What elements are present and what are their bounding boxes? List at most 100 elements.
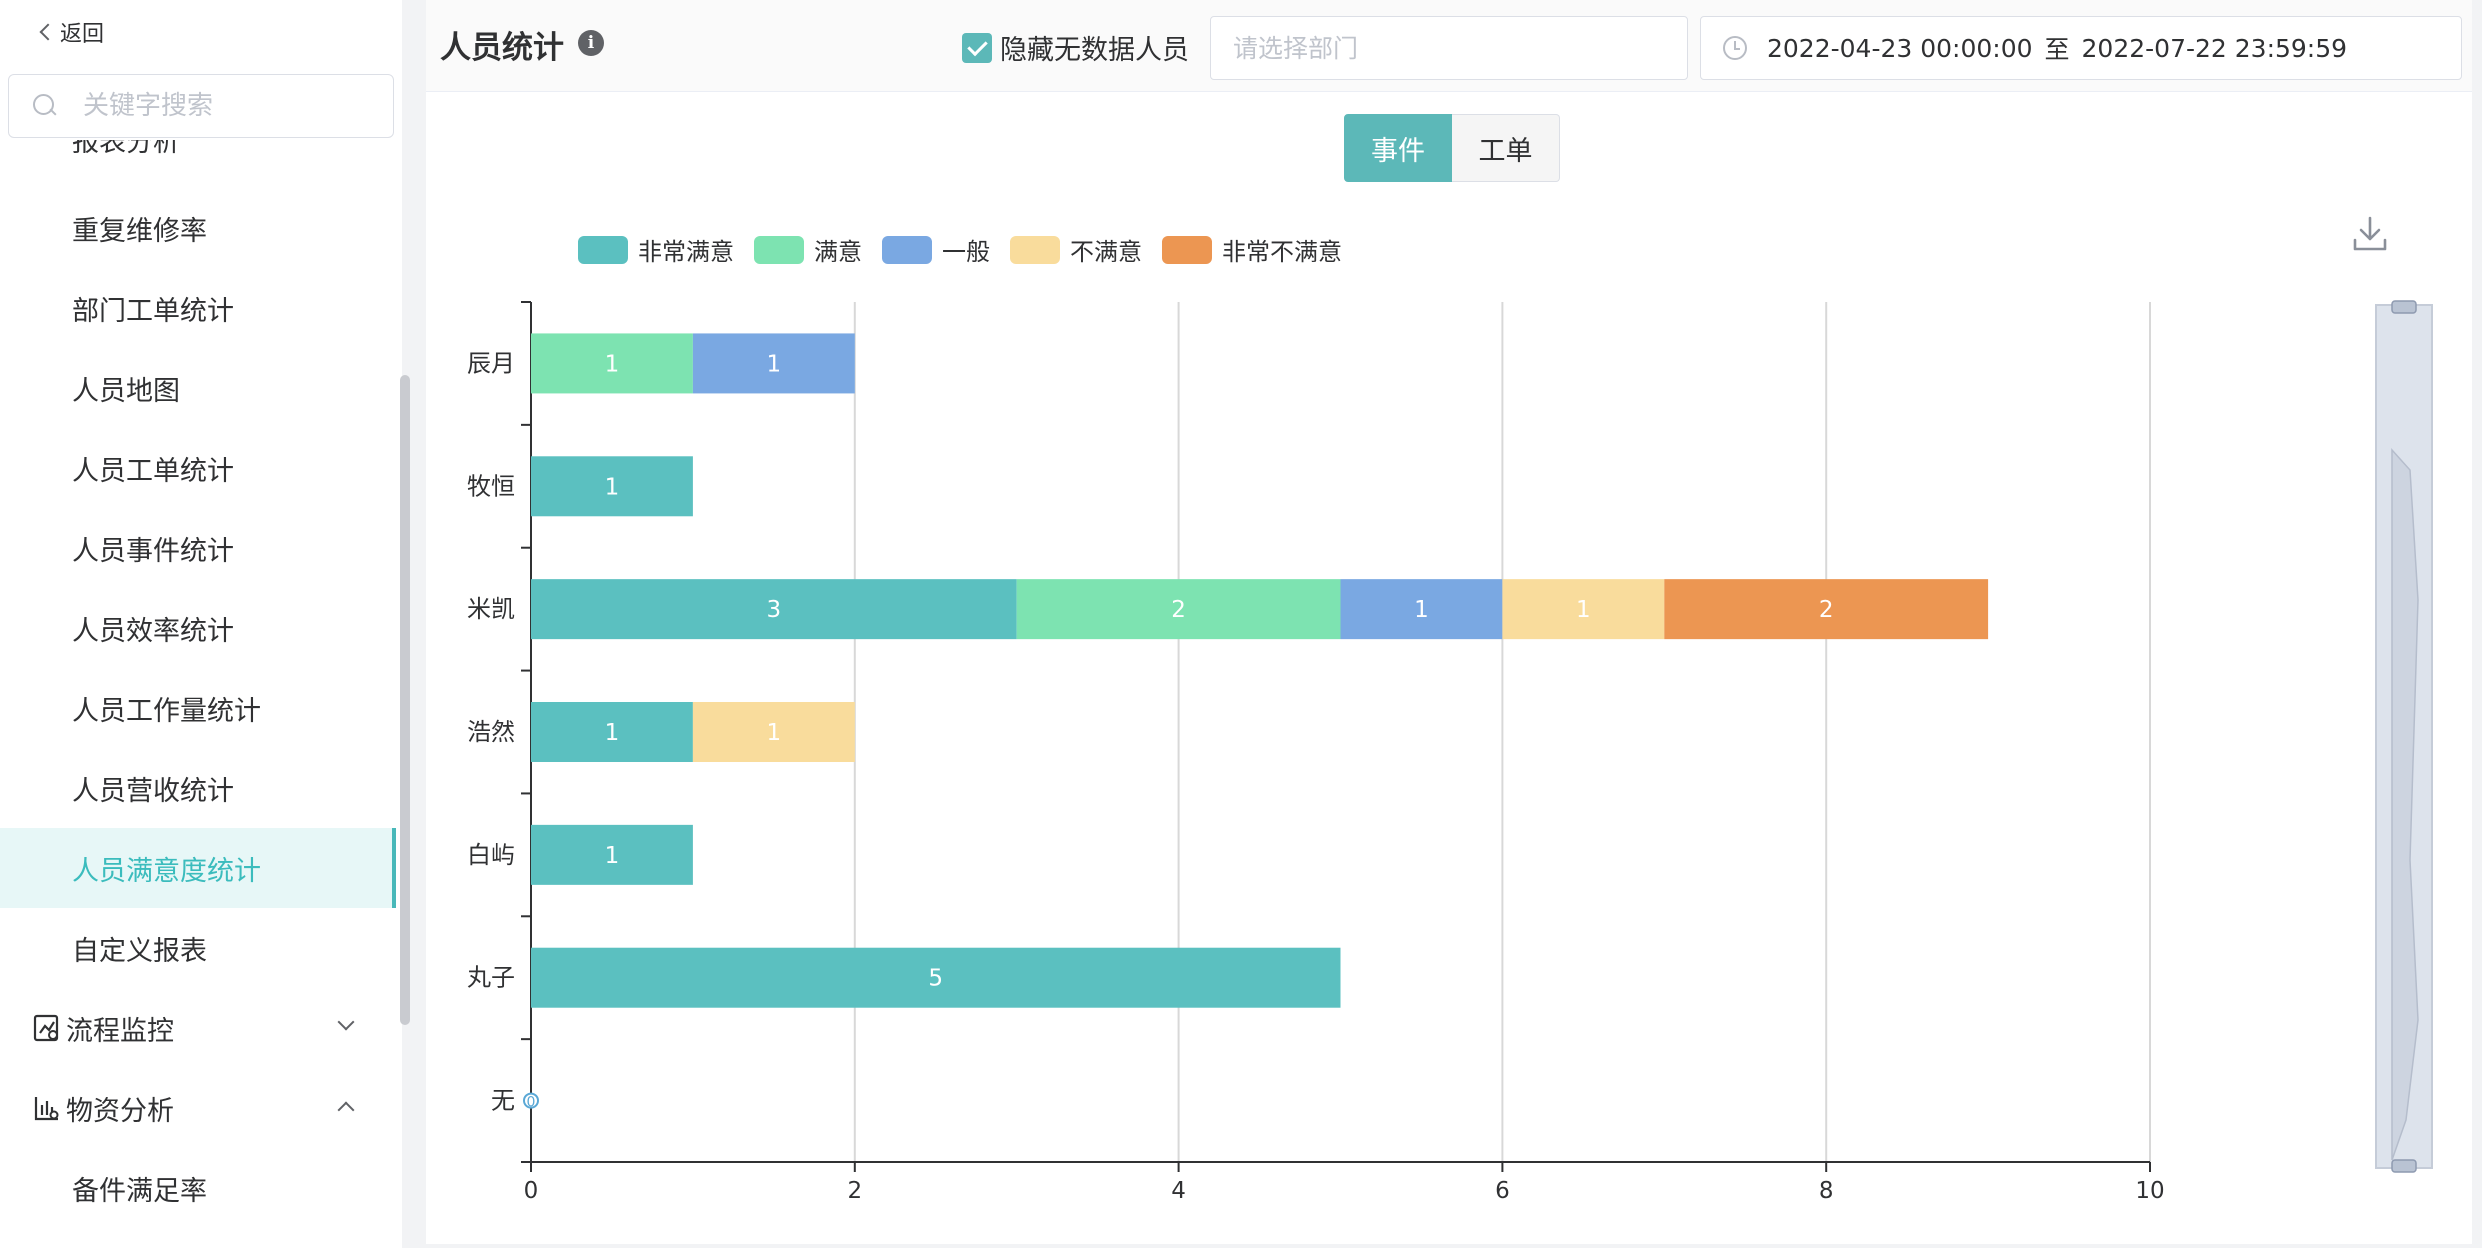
date-end[interactable]: 2022-07-22 23:59:59 bbox=[2081, 33, 2348, 63]
tab-group: 事件 工单 bbox=[1344, 114, 1560, 182]
bar-value-label: 5 bbox=[928, 966, 943, 992]
back-label: 返回 bbox=[60, 22, 105, 47]
legend-swatch bbox=[578, 235, 628, 264]
sidebar-item-label: 人员工单统计 bbox=[72, 455, 234, 487]
legend-swatch bbox=[1162, 235, 1212, 264]
page-title: 人员统计 bbox=[440, 30, 564, 66]
legend-item[interactable]: 非常满意 bbox=[578, 232, 734, 267]
bar-value-label: 2 bbox=[1171, 597, 1186, 623]
bar-value-label: 2 bbox=[1819, 597, 1834, 623]
sidebar-item-label: 人员工作量统计 bbox=[72, 695, 261, 727]
x-tick-label: 2 bbox=[847, 1178, 862, 1204]
department-select[interactable] bbox=[1210, 16, 1688, 80]
tab-workorders[interactable]: 工单 bbox=[1452, 114, 1560, 182]
legend-label: 满意 bbox=[814, 238, 862, 266]
bar-segment[interactable] bbox=[1340, 579, 1503, 640]
process-monitor-icon bbox=[33, 1014, 59, 1042]
department-input[interactable] bbox=[1233, 33, 1653, 63]
sidebar-item-staff-event-stats[interactable]: 人员事件统计 bbox=[0, 508, 396, 588]
legend-item[interactable]: 非常不满意 bbox=[1162, 232, 1342, 267]
tab-events[interactable]: 事件 bbox=[1344, 114, 1452, 182]
bar-segment[interactable] bbox=[1502, 579, 1665, 640]
x-tick-label: 10 bbox=[2135, 1178, 2164, 1204]
bar-value-label: 1 bbox=[767, 351, 782, 377]
zero-value-marker[interactable] bbox=[523, 1092, 539, 1109]
sidebar-item-staff-workorder-stats[interactable]: 人员工单统计 bbox=[0, 428, 396, 508]
bar-segment[interactable] bbox=[692, 702, 855, 762]
sidebar-item-label: 重复维修率 bbox=[72, 215, 207, 247]
x-tick-label: 8 bbox=[1819, 1178, 1834, 1204]
sidebar-group-process-monitor[interactable]: 流程监控 bbox=[0, 988, 396, 1068]
sidebar-item-label: 人员效率统计 bbox=[72, 615, 234, 647]
info-icon[interactable]: i bbox=[578, 30, 604, 56]
back-button[interactable]: 返回 bbox=[38, 16, 104, 48]
bar-segment[interactable] bbox=[531, 456, 693, 517]
sidebar-item-custom-report[interactable]: 自定义报表 bbox=[0, 908, 396, 988]
sidebar-item-staff-workload-stats[interactable]: 人员工作量统计 bbox=[0, 668, 396, 748]
material-analysis-icon bbox=[34, 1097, 59, 1121]
bar-value-label: 1 bbox=[1576, 597, 1591, 623]
chevron-up-icon[interactable] bbox=[337, 1101, 355, 1119]
bar-segment[interactable] bbox=[531, 702, 693, 762]
chevron-down-icon[interactable] bbox=[337, 1013, 355, 1031]
bar-segment[interactable] bbox=[1016, 579, 1341, 640]
sidebar-item-repeat-repair-rate[interactable]: 重复维修率 bbox=[0, 188, 396, 268]
x-tick-label: 0 bbox=[524, 1178, 539, 1204]
legend-swatch bbox=[882, 235, 932, 264]
sidebar-item-staff-map[interactable]: 人员地图 bbox=[0, 348, 396, 428]
bar-value-label: 1 bbox=[1414, 597, 1429, 623]
clock-icon bbox=[1723, 36, 1747, 60]
search-box[interactable] bbox=[8, 74, 394, 138]
sidebar-group-label: 流程监控 bbox=[66, 1015, 174, 1047]
legend-item[interactable]: 满意 bbox=[754, 232, 862, 267]
x-tick-label: 6 bbox=[1495, 1178, 1510, 1204]
sidebar-item-label: 人员满意度统计 bbox=[72, 855, 261, 887]
sidebar-item-label: 人员地图 bbox=[72, 375, 180, 407]
sidebar-item-label: 部门工单统计 bbox=[72, 295, 234, 327]
category-label: 丸子 bbox=[467, 964, 515, 992]
sidebar-item-staff-revenue-stats[interactable]: 人员营收统计 bbox=[0, 748, 396, 828]
datazoom-handle-bottom[interactable] bbox=[2391, 1159, 2417, 1173]
chevron-left-icon bbox=[39, 23, 57, 41]
sidebar-item-dept-workorder-stats[interactable]: 部门工单统计 bbox=[0, 268, 396, 348]
legend-item[interactable]: 一般 bbox=[882, 232, 990, 267]
bar-segment[interactable] bbox=[531, 947, 1341, 1008]
sidebar-group-material-analysis[interactable]: 物资分析 bbox=[0, 1068, 396, 1148]
bar-segment[interactable] bbox=[1664, 579, 1989, 640]
sidebar-item-staff-satisfaction-stats[interactable]: 人员满意度统计 bbox=[0, 828, 396, 908]
bar-segment[interactable] bbox=[692, 333, 855, 394]
sidebar-scrollbar-thumb[interactable] bbox=[400, 375, 410, 1025]
sidebar: 返回 报表分析 重复维修率部门工单统计人员地图人员工单统计人员事件统计人员效率统… bbox=[0, 0, 402, 1248]
bar-value-label: 1 bbox=[767, 720, 782, 746]
category-label: 浩然 bbox=[467, 718, 515, 746]
bar-segment[interactable] bbox=[531, 579, 1017, 640]
datazoom-handle-top[interactable] bbox=[2391, 300, 2417, 314]
main-panel: 人员统计 i 隐藏无数据人员 2022-04-23 00:00:00 至 202… bbox=[426, 0, 2472, 1244]
date-range-picker[interactable]: 2022-04-23 00:00:00 至 2022-07-22 23:59:5… bbox=[1700, 16, 2462, 80]
sidebar-item-spare-parts-fulfillment[interactable]: 备件满足率 bbox=[0, 1148, 396, 1228]
x-tick-label: 4 bbox=[1171, 1178, 1186, 1204]
bar-segment[interactable] bbox=[531, 824, 693, 885]
bar-value-label: 1 bbox=[605, 474, 620, 500]
sidebar-item-partial[interactable]: 报表分析 bbox=[72, 127, 180, 158]
legend-label: 非常满意 bbox=[638, 238, 734, 266]
checkbox-checked-icon[interactable] bbox=[962, 32, 992, 63]
date-separator: 至 bbox=[2044, 35, 2070, 64]
sidebar-item-label: 人员营收统计 bbox=[72, 775, 234, 807]
datazoom-preview bbox=[2391, 448, 2419, 1161]
download-icon[interactable] bbox=[2350, 214, 2390, 254]
date-start[interactable]: 2022-04-23 00:00:00 bbox=[1767, 33, 2033, 63]
bar-segment[interactable] bbox=[531, 333, 693, 394]
category-label: 白屿 bbox=[467, 841, 515, 869]
legend-label: 不满意 bbox=[1070, 238, 1142, 266]
sidebar-item-label: 自定义报表 bbox=[72, 935, 207, 967]
category-label: 无 bbox=[491, 1087, 515, 1115]
search-input[interactable] bbox=[83, 91, 383, 121]
hide-empty-label: 隐藏无数据人员 bbox=[1000, 35, 1189, 66]
legend-item[interactable]: 不满意 bbox=[1010, 232, 1142, 267]
toolbar: 人员统计 i 隐藏无数据人员 2022-04-23 00:00:00 至 202… bbox=[426, 0, 2472, 92]
hide-empty-checkbox[interactable]: 隐藏无数据人员 bbox=[962, 28, 1189, 67]
sidebar-item-staff-efficiency-stats[interactable]: 人员效率统计 bbox=[0, 588, 396, 668]
